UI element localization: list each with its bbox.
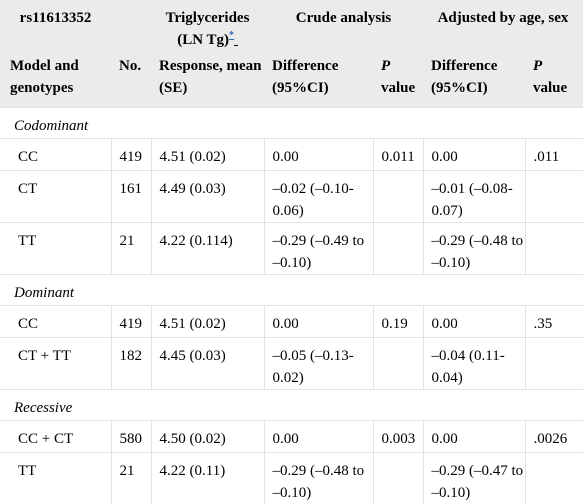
model-header: Model and genotypes	[0, 55, 111, 108]
table-row: CC + CT 580 4.50 (0.02) 0.00 0.003 0.00 …	[0, 421, 583, 453]
table-row: CC 419 4.51 (0.02) 0.00 0.19 0.00 .35	[0, 306, 583, 338]
count-cell: 419	[111, 139, 151, 171]
genotype-cell: CT + TT	[0, 338, 111, 390]
diff-adj-cell: –0.04 (0.11-0.04)	[423, 338, 525, 390]
footnote-underline	[234, 32, 238, 48]
p-adj-cell: .35	[525, 306, 583, 338]
diff-adj-cell: 0.00	[423, 306, 525, 338]
diff-crude-cell: –0.02 (–0.10-0.06)	[264, 171, 373, 223]
response-cell: 4.51 (0.02)	[151, 306, 264, 338]
empty-header	[111, 0, 151, 55]
table-body: Codominant CC 419 4.51 (0.02) 0.00 0.011…	[0, 108, 583, 504]
trait-header: Triglycerides (LN Tg)*	[151, 0, 264, 55]
section-title: Recessive	[0, 390, 583, 421]
count-cell: 419	[111, 306, 151, 338]
response-cell: 4.50 (0.02)	[151, 421, 264, 453]
count-cell: 21	[111, 453, 151, 504]
count-cell: 161	[111, 171, 151, 223]
header-row-bottom: Model and genotypes No. Response, mean (…	[0, 55, 583, 108]
difference-crude-header: Difference (95%CI)	[264, 55, 373, 108]
genotype-cell: TT	[0, 453, 111, 504]
snp-header: rs11613352	[0, 0, 111, 55]
p-adj-italic: P	[533, 58, 542, 74]
crude-analysis-header: Crude analysis	[264, 0, 423, 55]
response-cell: 4.49 (0.03)	[151, 171, 264, 223]
section-row: Dominant	[0, 275, 583, 306]
p-crude-italic: P	[381, 58, 390, 74]
response-cell: 4.22 (0.114)	[151, 223, 264, 275]
adjusted-analysis-header: Adjusted by age, sex	[423, 0, 583, 55]
table-header: rs11613352 Triglycerides (LN Tg)* Crude …	[0, 0, 583, 108]
p-crude-cell	[373, 338, 423, 390]
genotype-cell: CC	[0, 139, 111, 171]
section-row: Codominant	[0, 108, 583, 139]
p-crude-cell: 0.003	[373, 421, 423, 453]
p-crude-cell: 0.19	[373, 306, 423, 338]
p-adj-cell	[525, 223, 583, 275]
genotype-cell: TT	[0, 223, 111, 275]
section-title: Dominant	[0, 275, 583, 306]
header-row-top: rs11613352 Triglycerides (LN Tg)* Crude …	[0, 0, 583, 55]
p-crude-cell	[373, 453, 423, 504]
diff-adj-cell: –0.01 (–0.08-0.07)	[423, 171, 525, 223]
p-crude-cell	[373, 171, 423, 223]
diff-crude-cell: 0.00	[264, 306, 373, 338]
response-cell: 4.22 (0.11)	[151, 453, 264, 504]
p-adj-cell	[525, 338, 583, 390]
diff-adj-cell: –0.29 (–0.47 to –0.10)	[423, 453, 525, 504]
count-header: No.	[111, 55, 151, 108]
table-row: TT 21 4.22 (0.11) –0.29 (–0.48 to –0.10)…	[0, 453, 583, 504]
response-cell: 4.51 (0.02)	[151, 139, 264, 171]
diff-crude-cell: –0.29 (–0.49 to –0.10)	[264, 223, 373, 275]
response-header: Response, mean (SE)	[151, 55, 264, 108]
diff-crude-cell: –0.05 (–0.13-0.02)	[264, 338, 373, 390]
p-adj-cell	[525, 453, 583, 504]
p-adj-cell: .0026	[525, 421, 583, 453]
p-crude-cell	[373, 223, 423, 275]
genotype-cell: CC + CT	[0, 421, 111, 453]
table-row: CC 419 4.51 (0.02) 0.00 0.011 0.00 .011	[0, 139, 583, 171]
p-crude-cell: 0.011	[373, 139, 423, 171]
trait-line1: Triglycerides	[166, 10, 250, 26]
diff-crude-cell: –0.29 (–0.48 to –0.10)	[264, 453, 373, 504]
trait-line2: (LN Tg)	[177, 32, 229, 48]
difference-adj-header: Difference (95%CI)	[423, 55, 525, 108]
genotype-cell: CT	[0, 171, 111, 223]
table-row: CT + TT 182 4.45 (0.03) –0.05 (–0.13-0.0…	[0, 338, 583, 390]
p-adj-cell	[525, 171, 583, 223]
diff-adj-cell: –0.29 (–0.48 to –0.10)	[423, 223, 525, 275]
count-cell: 580	[111, 421, 151, 453]
p-adj-cell: .011	[525, 139, 583, 171]
response-cell: 4.45 (0.03)	[151, 338, 264, 390]
diff-crude-cell: 0.00	[264, 421, 373, 453]
diff-adj-cell: 0.00	[423, 421, 525, 453]
diff-adj-cell: 0.00	[423, 139, 525, 171]
table-row: CT 161 4.49 (0.03) –0.02 (–0.10-0.06) –0…	[0, 171, 583, 223]
section-title: Codominant	[0, 108, 583, 139]
count-cell: 182	[111, 338, 151, 390]
table-row: TT 21 4.22 (0.114) –0.29 (–0.49 to –0.10…	[0, 223, 583, 275]
section-row: Recessive	[0, 390, 583, 421]
count-cell: 21	[111, 223, 151, 275]
p-crude-value-label: value	[381, 80, 415, 96]
p-adj-value-label: value	[533, 80, 567, 96]
genotype-cell: CC	[0, 306, 111, 338]
diff-crude-cell: 0.00	[264, 139, 373, 171]
